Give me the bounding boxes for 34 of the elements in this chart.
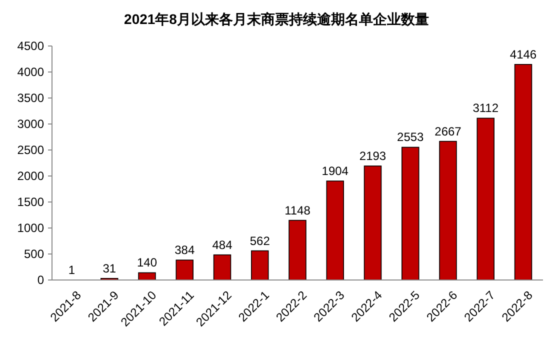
data-label: 384 bbox=[174, 243, 195, 258]
y-tick-label: 2500 bbox=[17, 143, 44, 158]
bar bbox=[439, 140, 457, 280]
data-label: 140 bbox=[136, 256, 158, 270]
data-label: 1904 bbox=[322, 164, 349, 178]
data-label: 2667 bbox=[434, 124, 462, 138]
y-tick-label: 1000 bbox=[17, 221, 44, 236]
y-tick-label: 3500 bbox=[17, 91, 44, 106]
y-tick-label: 1500 bbox=[17, 195, 44, 210]
bar bbox=[251, 250, 269, 280]
bar bbox=[514, 64, 532, 280]
data-label: 31 bbox=[102, 261, 116, 276]
data-label: 484 bbox=[212, 238, 233, 252]
data-label: 3112 bbox=[472, 101, 499, 116]
data-label: 562 bbox=[250, 234, 270, 248]
bar bbox=[364, 166, 382, 280]
y-tick-label: 2000 bbox=[17, 169, 44, 184]
y-tick-label: 500 bbox=[24, 247, 44, 262]
y-tick-label: 4000 bbox=[17, 65, 44, 80]
bar bbox=[213, 254, 232, 280]
y-tick-label: 0 bbox=[37, 273, 44, 288]
data-label: 2553 bbox=[397, 130, 424, 144]
chart-title: 2021年8月以来各月末商票持续逾期名单企业数量 bbox=[124, 11, 429, 27]
data-label: 1148 bbox=[284, 203, 311, 218]
bar bbox=[288, 220, 306, 280]
bar bbox=[176, 260, 194, 280]
y-tick-label: 3000 bbox=[17, 117, 44, 132]
y-tick-label: 4500 bbox=[17, 39, 44, 54]
data-label: 2193 bbox=[359, 148, 386, 163]
data-label: 1 bbox=[68, 262, 76, 277]
data-label: 4146 bbox=[510, 47, 537, 62]
bar bbox=[476, 118, 494, 280]
bar bbox=[402, 146, 420, 280]
bar bbox=[326, 180, 344, 280]
